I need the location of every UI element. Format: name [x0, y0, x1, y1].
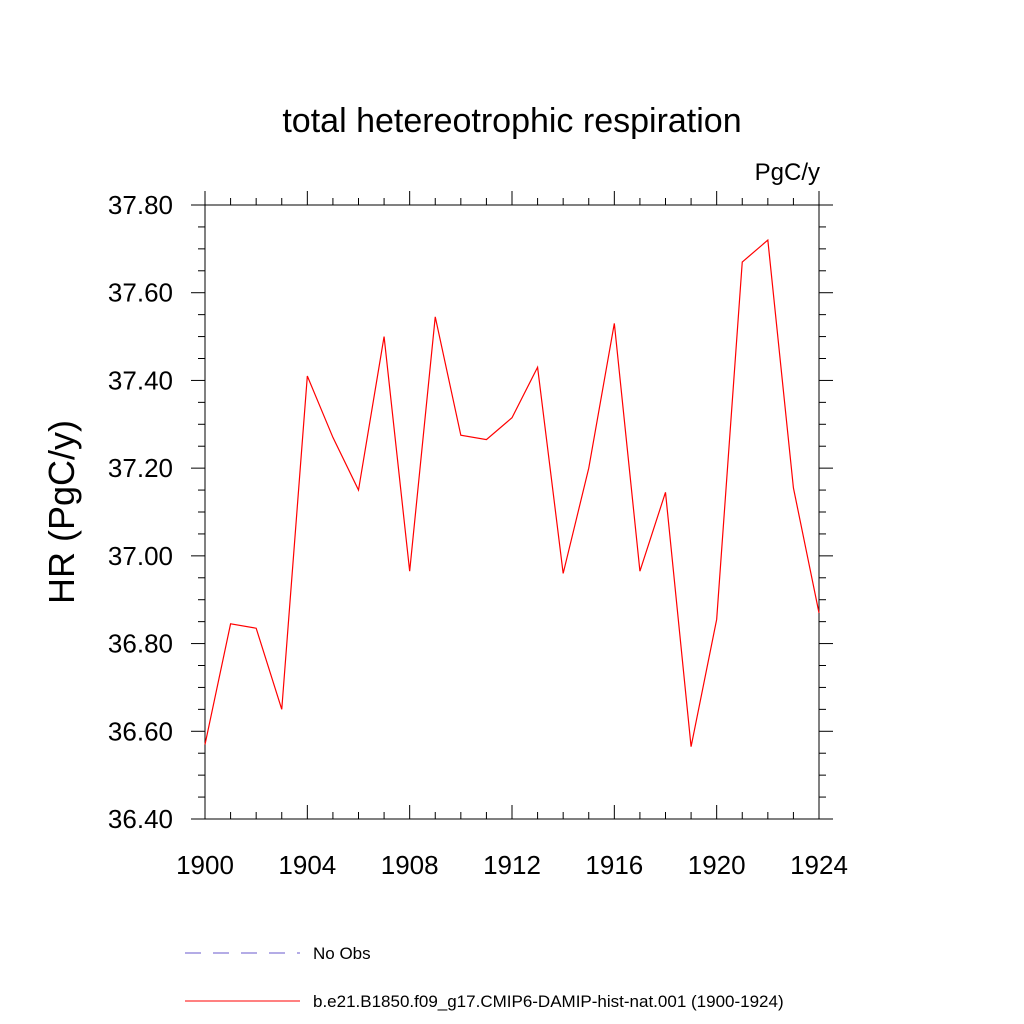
chart-title: total hetereotrophic respiration	[282, 102, 741, 140]
y-tick-label: 36.40	[108, 804, 173, 834]
tick-labels: 1900 1904 1908 1912 1916 1920 1924 36.40 36.60 36…	[108, 190, 848, 880]
series-line	[204, 238, 820, 747]
y-tick-label: 36.80	[108, 629, 173, 659]
legend: No Obs b.e21.B1850.f09_g17.CMIP6-DAMIP-hi…	[185, 944, 784, 1011]
units-label: PgC/y	[755, 159, 820, 186]
legend-label: b.e21.B1850.f09_g17.CMIP6-DAMIP-hist-nat…	[313, 992, 784, 1011]
y-tick-label: 37.00	[108, 541, 173, 571]
y-axis-title: HR (PgC/y)	[41, 420, 82, 604]
x-tick-label: 1912	[483, 850, 541, 880]
y-tick-label: 37.20	[108, 453, 173, 483]
x-tick-label: 1900	[176, 850, 234, 880]
y-tick-label: 37.60	[108, 278, 173, 308]
axis-ticks	[191, 191, 833, 820]
x-tick-label: 1920	[688, 850, 746, 880]
y-tick-label: 36.60	[108, 716, 173, 746]
x-tick-label: 1908	[381, 850, 439, 880]
y-tick-label: 37.40	[108, 365, 173, 395]
x-tick-label: 1924	[790, 850, 848, 880]
y-tick-label: 37.80	[108, 190, 173, 220]
legend-label: No Obs	[313, 944, 371, 963]
series-layer	[204, 238, 820, 747]
x-tick-label: 1904	[278, 850, 336, 880]
x-tick-label: 1916	[585, 850, 643, 880]
